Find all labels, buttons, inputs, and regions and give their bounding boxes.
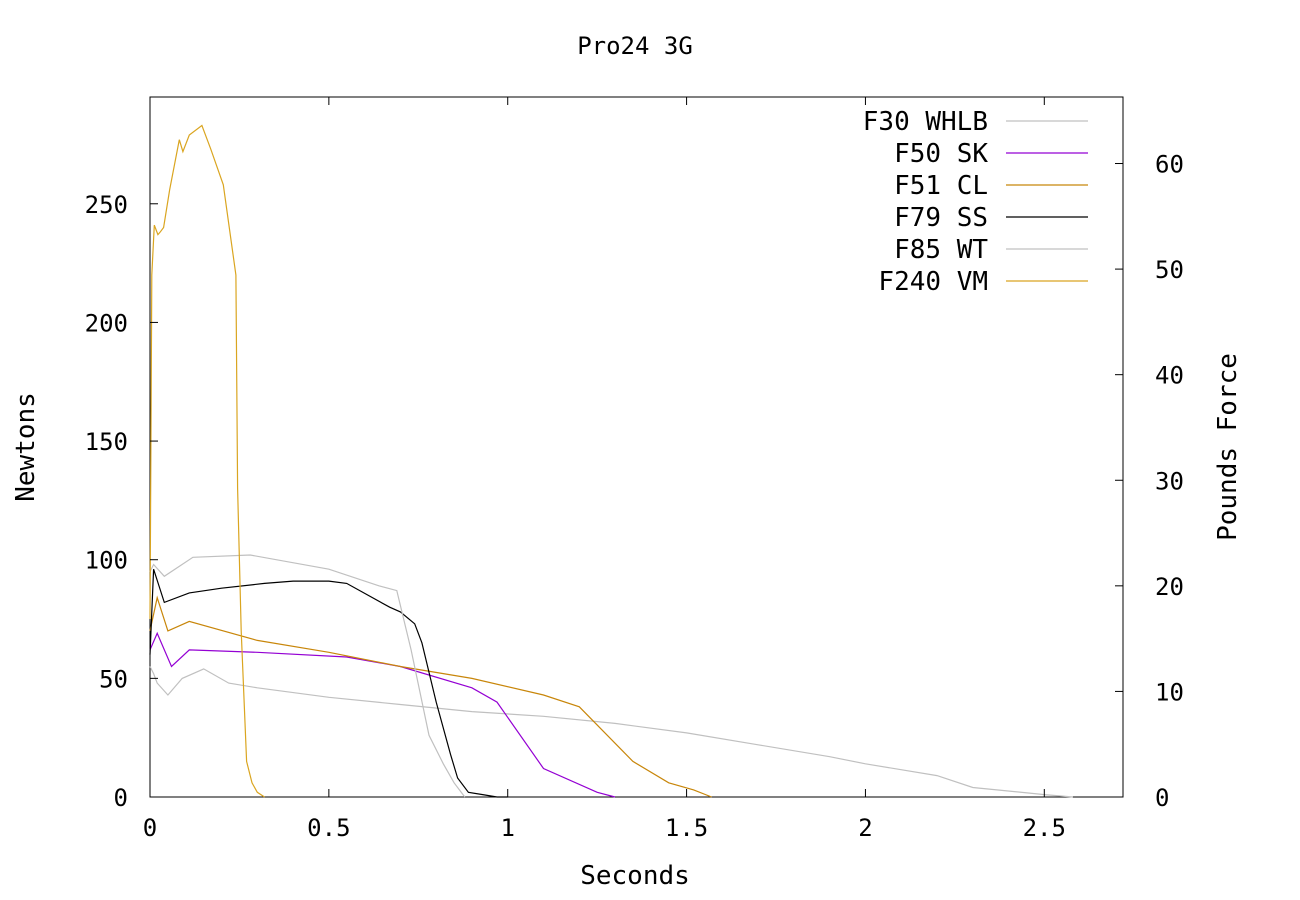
series-line-2 (149, 595, 712, 798)
y2-tick-label: 10 (1155, 678, 1184, 706)
x-tick-label: 1.5 (665, 814, 708, 842)
series-line-1 (149, 631, 616, 798)
legend-label-2: F51 CL (894, 171, 988, 201)
y-tick-label: 0 (114, 784, 128, 812)
y2-axis-label: Pounds Force (1213, 353, 1243, 541)
ticks-layer: 0 0.5 1 1.5 2 2.5 0 50 100 150 200 250 0 10 20 30 40 50 60 (85, 97, 1184, 842)
series-line-3 (149, 569, 508, 798)
y-tick-label: 150 (85, 428, 128, 456)
y2-tick-label: 30 (1155, 467, 1184, 495)
y2-tick-label: 0 (1155, 784, 1169, 812)
x-tick-label: 1 (500, 814, 514, 842)
series-layer (149, 124, 1073, 798)
legend-label-1: F50 SK (894, 139, 988, 169)
series-line-0 (149, 666, 1073, 798)
y2-tick-label: 40 (1155, 362, 1184, 390)
x-tick-label: 2.5 (1023, 814, 1066, 842)
y-tick-label: 200 (85, 309, 128, 337)
y2-tick-label: 50 (1155, 256, 1184, 284)
legend-label-5: F240 VM (878, 267, 988, 297)
chart-title: Pro24 3G (577, 32, 693, 60)
x-tick-label: 0.5 (307, 814, 350, 842)
legend-label-0: F30 WHLB (863, 107, 988, 137)
y2-tick-label: 20 (1155, 573, 1184, 601)
series-line-4 (149, 554, 466, 798)
legend-label-3: F79 SS (894, 203, 988, 233)
y-axis-label: Newtons (11, 392, 41, 502)
y-tick-label: 100 (85, 547, 128, 575)
y-tick-label: 250 (85, 191, 128, 219)
series-line-5 (149, 124, 265, 798)
plot-area-frame (149, 96, 1124, 798)
legend-label-4: F85 WT (894, 235, 988, 265)
y2-tick-label: 60 (1155, 151, 1184, 179)
x-axis-label: Seconds (580, 861, 690, 891)
x-tick-label: 0 (143, 814, 157, 842)
y-tick-label: 50 (99, 665, 128, 693)
x-tick-label: 2 (858, 814, 872, 842)
